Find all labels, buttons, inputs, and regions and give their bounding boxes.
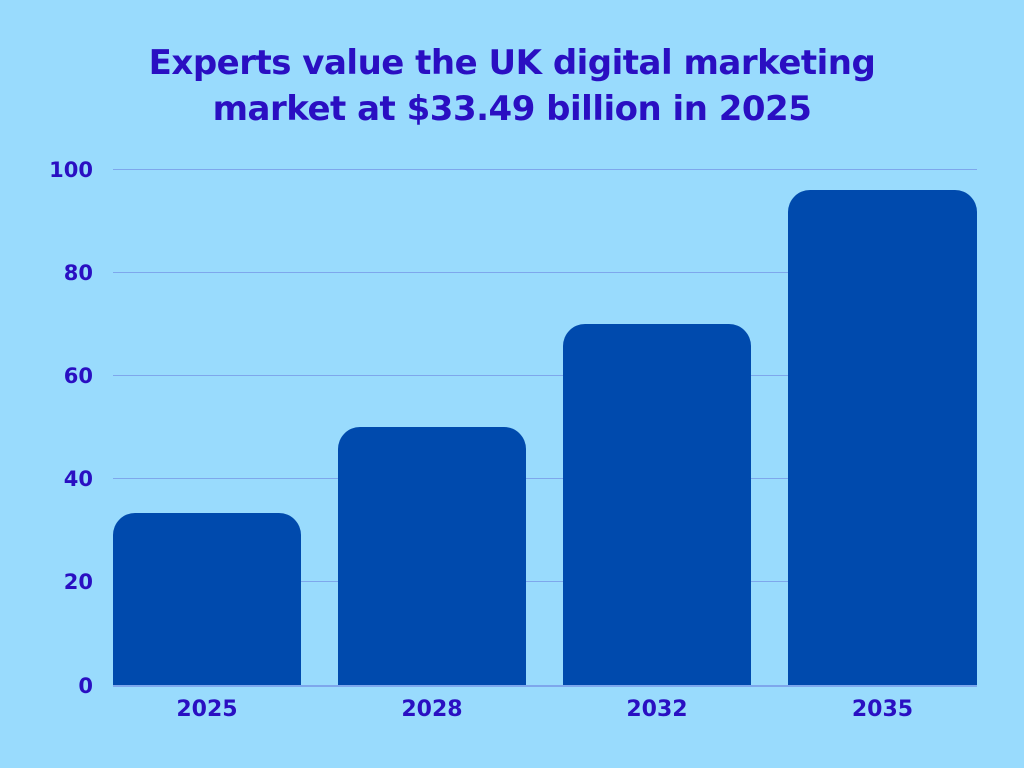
x-tick-label: 2025 bbox=[176, 697, 238, 722]
y-tick-label: 60 bbox=[63, 364, 93, 388]
y-tick-label: 40 bbox=[63, 467, 93, 491]
gridline-60 bbox=[113, 375, 977, 376]
x-tick-label: 2028 bbox=[401, 697, 463, 722]
y-tick-label: 0 bbox=[78, 674, 93, 698]
x-tick-label: 2035 bbox=[851, 697, 914, 722]
gridline-40 bbox=[113, 478, 977, 479]
chart-title-line-2: market at $33.49 billion in 2025 bbox=[212, 89, 812, 129]
y-tick-label: 100 bbox=[49, 158, 93, 182]
chart-title: Experts value the UK digital marketing m… bbox=[0, 40, 1024, 132]
bar-2032 bbox=[563, 324, 751, 685]
x-tick-label: 2032 bbox=[626, 697, 688, 722]
gridline-80 bbox=[113, 272, 977, 273]
chart-title-line-1: Experts value the UK digital marketing bbox=[148, 43, 876, 83]
x-axis-line bbox=[113, 685, 977, 687]
y-tick-label: 20 bbox=[63, 570, 93, 594]
gridline-20 bbox=[113, 581, 977, 582]
y-tick-label: 80 bbox=[63, 261, 93, 285]
bar-2028 bbox=[338, 427, 526, 685]
bar-2035 bbox=[788, 190, 977, 685]
bar-2025 bbox=[113, 513, 301, 685]
gridline-100 bbox=[113, 169, 977, 170]
